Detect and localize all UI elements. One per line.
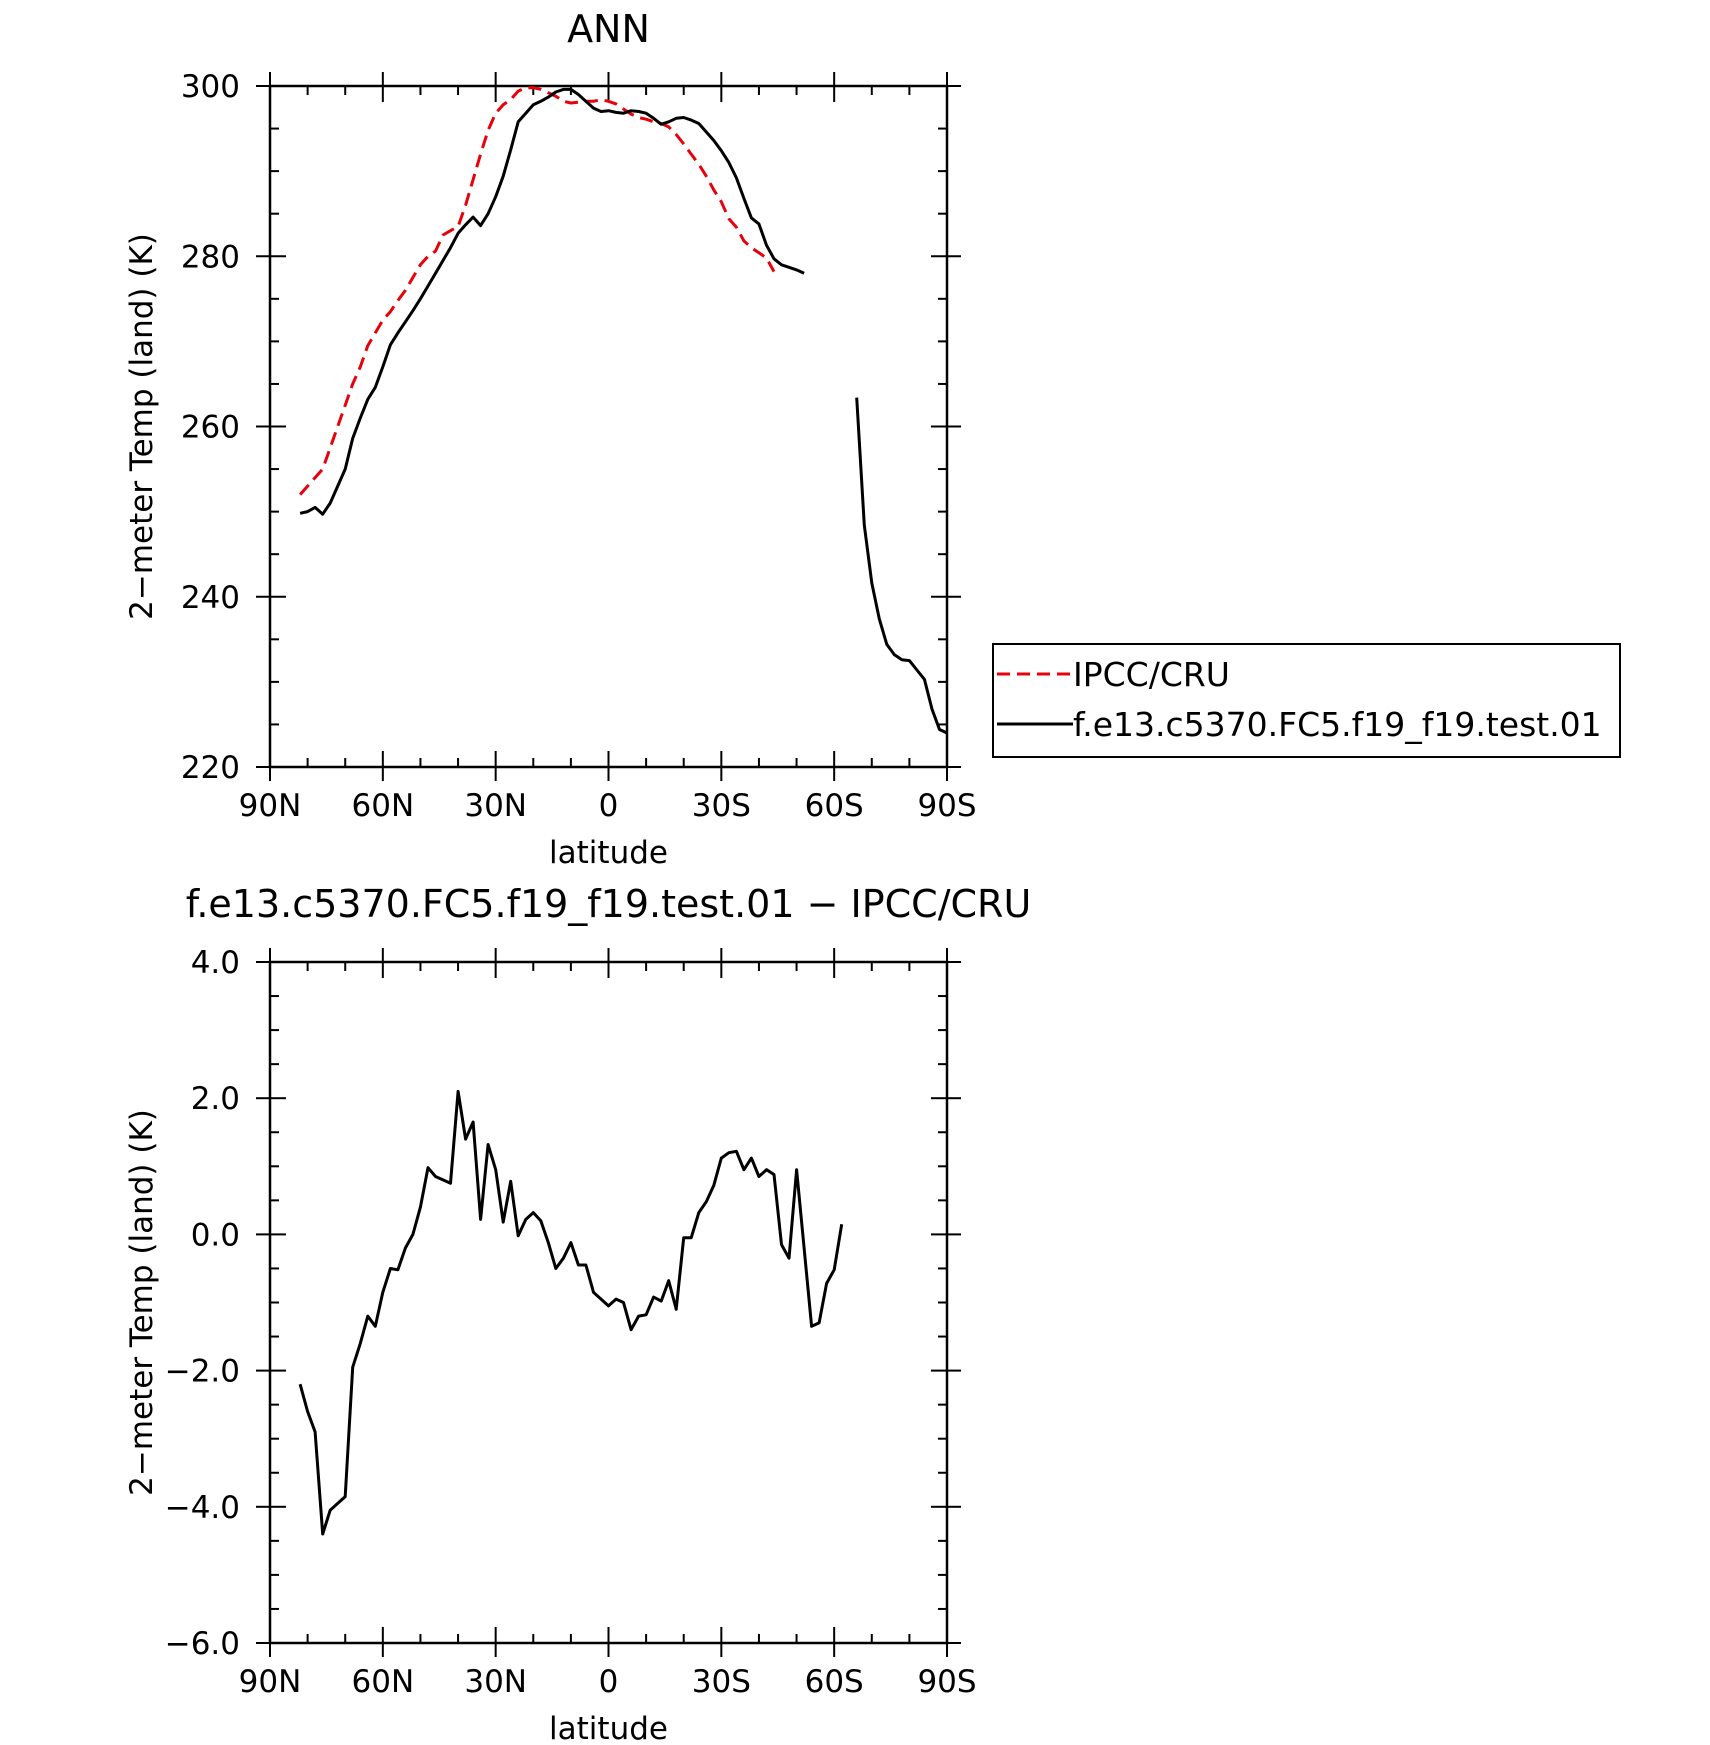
y-axis-label: 2−meter Temp (land) (K) xyxy=(124,233,160,620)
y-tick-label: −6.0 xyxy=(165,1626,240,1662)
x-tick-label: 30S xyxy=(692,788,751,824)
y-tick-label: 280 xyxy=(181,239,240,275)
y-tick-label: 220 xyxy=(181,750,240,786)
plot-frame xyxy=(268,960,949,1645)
x-tick-label: 60S xyxy=(805,788,864,824)
chart-title: ANN xyxy=(567,7,650,51)
chart-panel-1: ANN 90N 60N 30N 0 30S 60S 90S 220 240 260 280 300 lat… xyxy=(124,7,1621,871)
x-tick-label: 90S xyxy=(917,1664,976,1700)
x-tick-label: 90N xyxy=(239,788,302,824)
x-tick-label: 90S xyxy=(917,788,976,824)
series-line-1 xyxy=(298,86,776,496)
y-tick-label: 300 xyxy=(181,69,240,105)
x-tick-label: 30N xyxy=(464,1664,527,1700)
x-tick-label: 60S xyxy=(805,1664,864,1700)
x-tick-label: 0 xyxy=(599,788,619,824)
legend-label-2: f.e13.c5370.FC5.f19_f19.test.01 xyxy=(1073,705,1602,744)
y-tick-label: 2.0 xyxy=(191,1081,240,1117)
legend-box xyxy=(992,643,1621,758)
plot-frame xyxy=(268,84,949,769)
chart-panel-2: f.e13.c5370.FC5.f19_f19.test.01 − IPCC/C… xyxy=(124,882,1031,1745)
x-tick-label: 30N xyxy=(464,788,527,824)
y-tick-label: 4.0 xyxy=(191,945,240,981)
legend: IPCC/CRU f.e13.c5370.FC5.f19_f19.test.01 xyxy=(992,643,1621,758)
chart-title: f.e13.c5370.FC5.f19_f19.test.01 − IPCC/C… xyxy=(186,882,1032,926)
x-tick-label: 0 xyxy=(599,1664,619,1700)
y-axis-label: 2−meter Temp (land) (K) xyxy=(124,1109,160,1496)
y-tick-label: 240 xyxy=(181,580,240,616)
y-tick-label: −4.0 xyxy=(165,1490,240,1526)
x-tick-label: 60N xyxy=(352,788,415,824)
series-line-1 xyxy=(298,1089,844,1536)
x-tick-label: 60N xyxy=(352,1664,415,1700)
y-tick-label: 260 xyxy=(181,410,240,446)
x-tick-label: 30S xyxy=(692,1664,751,1700)
y-tick-label: 0.0 xyxy=(191,1217,240,1253)
x-axis-label: latitude xyxy=(549,1711,668,1745)
y-tick-label: −2.0 xyxy=(165,1354,240,1390)
legend-label-1: IPCC/CRU xyxy=(1073,655,1230,694)
x-axis-label: latitude xyxy=(549,835,668,871)
x-tick-label: 90N xyxy=(239,1664,302,1700)
series-line-2 xyxy=(299,87,948,735)
